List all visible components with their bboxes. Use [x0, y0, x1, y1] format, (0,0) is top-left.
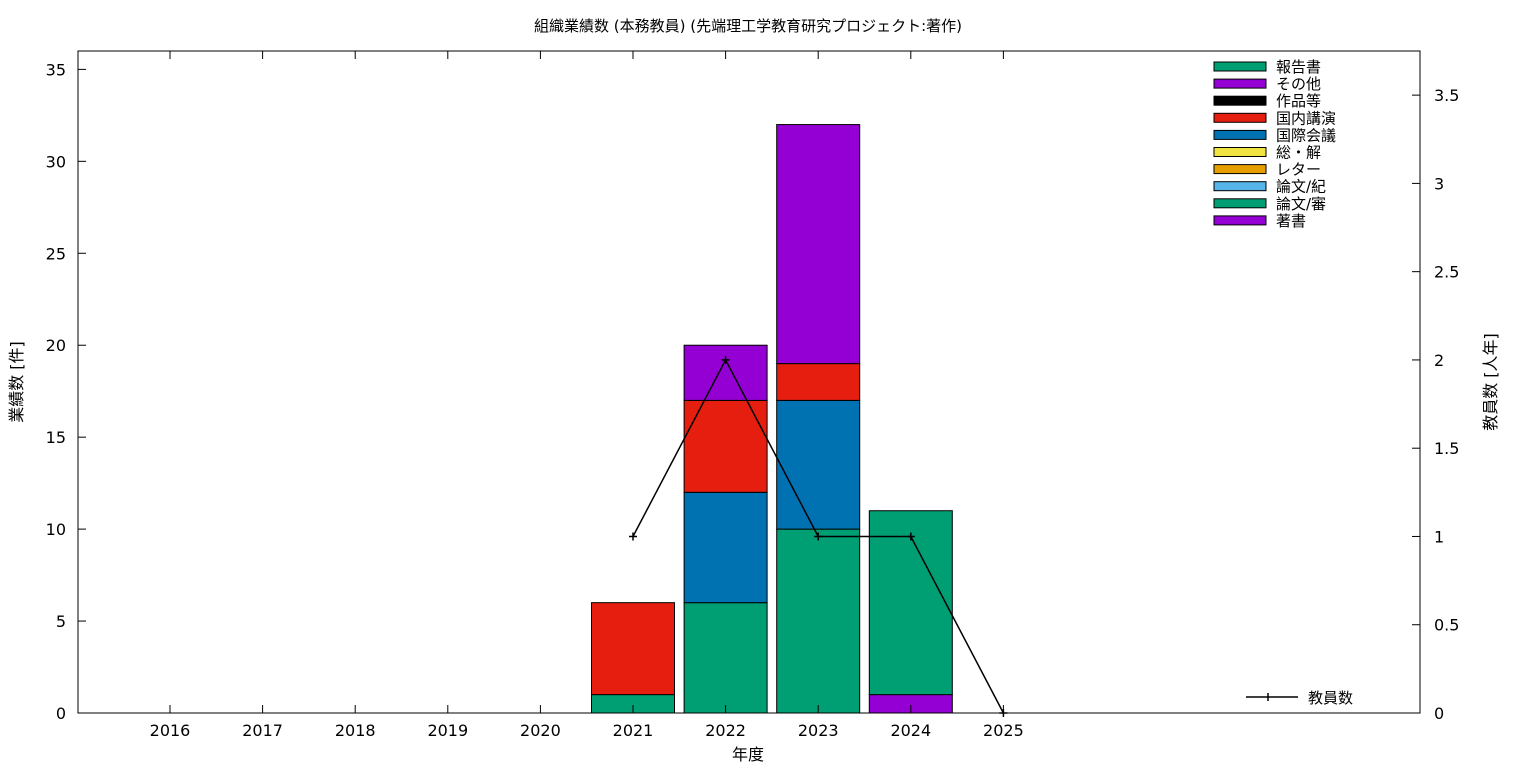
- legend-label: 作品等: [1276, 92, 1321, 110]
- bar-segment: [776, 528, 861, 714]
- line-point: [721, 355, 730, 364]
- bar-segment: [776, 363, 861, 401]
- line-layer: [629, 355, 1008, 717]
- legend-label: その他: [1276, 75, 1321, 93]
- line-point: [814, 532, 823, 541]
- bar-segment: [683, 491, 768, 604]
- y-tick-label: 15: [46, 428, 66, 447]
- x-tick-label: 2022: [705, 721, 746, 740]
- y2-tick-label: 2: [1434, 351, 1444, 370]
- bar-segment: [683, 602, 768, 714]
- line-point: [999, 709, 1008, 717]
- x-tick-label: 2016: [150, 721, 191, 740]
- x-tick-label: 2019: [427, 721, 468, 740]
- legend-swatch: [1213, 147, 1267, 157]
- bars-layer: [591, 124, 953, 714]
- y-tick-label: 25: [46, 244, 66, 263]
- line-point: [629, 532, 637, 541]
- legend-swatch: [1213, 95, 1267, 106]
- y-tick-label: 35: [46, 60, 66, 79]
- y-tick-label: 30: [46, 152, 66, 171]
- x-tick-label: 2017: [242, 721, 283, 740]
- y2-tick-label: 0: [1434, 704, 1444, 723]
- y2-tick-label: 0.5: [1434, 616, 1459, 635]
- x-tick-label: 2023: [798, 721, 839, 740]
- y2-axis-label: 教員数 [人年]: [1481, 333, 1500, 431]
- y2-tick-label: 2.5: [1434, 263, 1459, 282]
- bar-segment: [683, 399, 768, 493]
- chart-title: 組織業績数 (本務教員) (先端理工学教育研究プロジェクト:著作): [534, 17, 962, 35]
- bar-segment: [776, 399, 861, 530]
- x-tick-label: 2020: [520, 721, 561, 740]
- legend-label: レター: [1276, 161, 1321, 179]
- x-tick-label: 2018: [335, 721, 376, 740]
- bar-segment: [683, 344, 768, 401]
- legend-swatch: [1213, 129, 1267, 140]
- y-tick-label: 20: [46, 336, 66, 355]
- x-tick-label: 2021: [613, 721, 654, 740]
- y2-tick-label: 3.5: [1434, 86, 1459, 105]
- legend-label: 論文/審: [1276, 195, 1326, 213]
- legend-swatch: [1213, 112, 1267, 123]
- y2-tick-label: 1.5: [1434, 439, 1459, 458]
- bar-segment: [776, 124, 861, 365]
- legend-swatch: [1213, 61, 1267, 72]
- legend-swatch: [1213, 164, 1267, 175]
- legend-swatch: [1213, 215, 1267, 226]
- legend-label: 教員数: [1308, 689, 1353, 707]
- plot-frame: [77, 50, 1421, 714]
- legend-swatch: [1213, 198, 1267, 209]
- legend-swatch: [1213, 181, 1267, 192]
- legend-label: 国際会議: [1276, 126, 1336, 144]
- x-tick-label: 2024: [890, 721, 931, 740]
- line-point: [906, 532, 915, 541]
- x-axis-label: 年度: [732, 745, 764, 764]
- bar-segment: [591, 602, 675, 696]
- y2-tick-label: 3: [1434, 174, 1444, 193]
- y2-tick-label: 1: [1434, 527, 1444, 546]
- y-tick-label: 0: [56, 704, 66, 723]
- legend-label: 報告書: [1276, 58, 1321, 76]
- y-tick-label: 5: [56, 612, 66, 631]
- y-axis-label: 業績数 [件]: [7, 341, 26, 423]
- legend-label: 国内講演: [1276, 109, 1336, 127]
- legend-label: 総・解: [1276, 144, 1321, 162]
- legend-label: 著書: [1276, 212, 1306, 230]
- legend-swatch: [1213, 78, 1267, 89]
- legend-label: 論文/紀: [1276, 178, 1326, 196]
- y-tick-label: 10: [46, 520, 66, 539]
- bar-segment: [868, 510, 953, 696]
- x-tick-label: 2025: [983, 721, 1024, 740]
